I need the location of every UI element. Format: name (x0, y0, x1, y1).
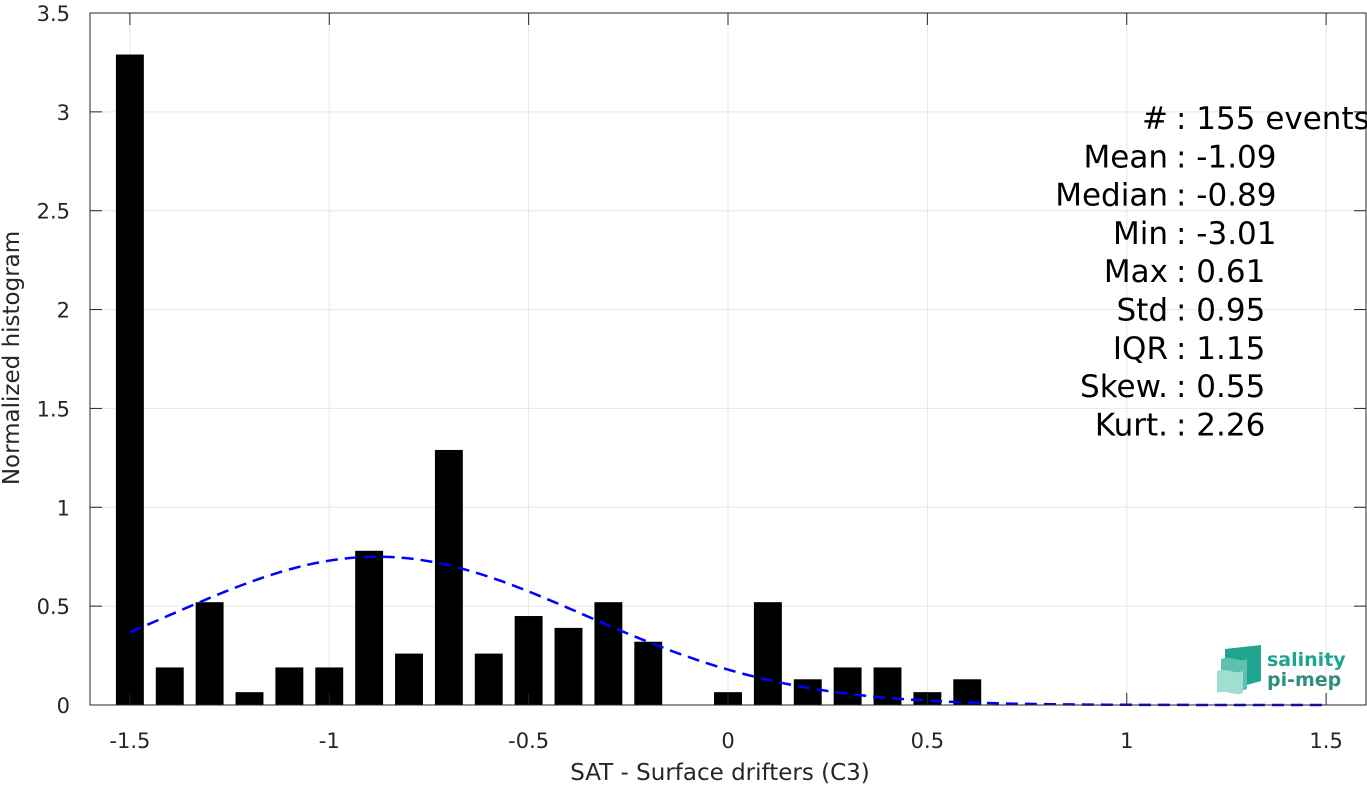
stat-value: : 2.26 (1176, 407, 1265, 443)
stat-value: : -1.09 (1176, 139, 1277, 175)
histogram-bar (434, 449, 463, 705)
stat-label: IQR (1113, 331, 1168, 367)
histogram-bar (793, 679, 822, 705)
histogram-bar (514, 616, 543, 705)
x-tick-label: -1.5 (109, 729, 150, 753)
y-tick-label: 1.5 (37, 397, 70, 421)
histogram-bar (753, 602, 782, 705)
y-tick-label: 3 (57, 101, 70, 125)
stat-value: : 0.95 (1176, 293, 1265, 329)
histogram-bar (355, 550, 384, 705)
histogram-bar (554, 627, 583, 705)
x-tick-label: 1.5 (1309, 729, 1342, 753)
logo-wave-front (1217, 669, 1243, 695)
histogram-bar (275, 667, 304, 705)
histogram-bar (395, 653, 423, 705)
histogram-bar (474, 653, 503, 705)
histogram-bar (833, 667, 862, 705)
stat-label: Median (1055, 178, 1168, 214)
logo-text-pimep: pi-mep (1267, 669, 1341, 691)
x-axis-label: SAT - Surface drifters (C3) (570, 760, 870, 785)
tick-labels: -1.5 -1 -0.5 0 0.5 1 1.5 0 0.5 1 1.5 2 2.5 3 3.5 (37, 2, 1343, 753)
stat-label: # (1142, 101, 1168, 137)
x-tick-label: -0.5 (508, 729, 549, 753)
histogram-bar (235, 692, 264, 705)
x-tick-label: 1 (1120, 729, 1133, 753)
stat-label: Max (1104, 254, 1168, 290)
stat-label: Mean (1084, 139, 1168, 175)
stat-label: Min (1113, 216, 1168, 252)
x-tick-label: 0 (721, 729, 734, 753)
axes (89, 12, 1367, 706)
stat-label: Skew. (1080, 369, 1168, 405)
y-tick-label: 3.5 (37, 2, 70, 26)
histogram-bar (155, 667, 184, 705)
stat-value: : 0.61 (1176, 254, 1265, 290)
y-tick-label: 0 (57, 694, 70, 718)
y-axis-label: Normalized histogram (0, 231, 25, 485)
stat-value: : 0.55 (1176, 369, 1265, 405)
stat-value: : 155 events (1176, 101, 1367, 137)
histogram-bar (115, 54, 144, 705)
x-tick-label: -1 (319, 729, 340, 753)
x-tick-label: 0.5 (911, 729, 944, 753)
stat-value: : -3.01 (1176, 216, 1277, 252)
salinity-pi-mep-logo: salinity pi-mep (1217, 645, 1346, 695)
histogram-bar (594, 602, 623, 705)
y-tick-label: 2 (57, 299, 70, 323)
y-tick-label: 0.5 (37, 595, 70, 619)
histogram-bar (195, 602, 224, 705)
y-tick-label: 2.5 (37, 200, 70, 224)
stat-value: : -0.89 (1176, 178, 1277, 214)
histogram-bars (115, 54, 982, 705)
histogram-bar (953, 679, 982, 705)
stat-value: : 1.15 (1176, 331, 1265, 367)
y-tick-label: 1 (57, 496, 70, 520)
logo-text-salinity: salinity (1267, 649, 1346, 671)
stat-label: Std (1116, 293, 1168, 329)
stat-label: Kurt. (1095, 407, 1168, 443)
histogram-bar (634, 641, 663, 705)
